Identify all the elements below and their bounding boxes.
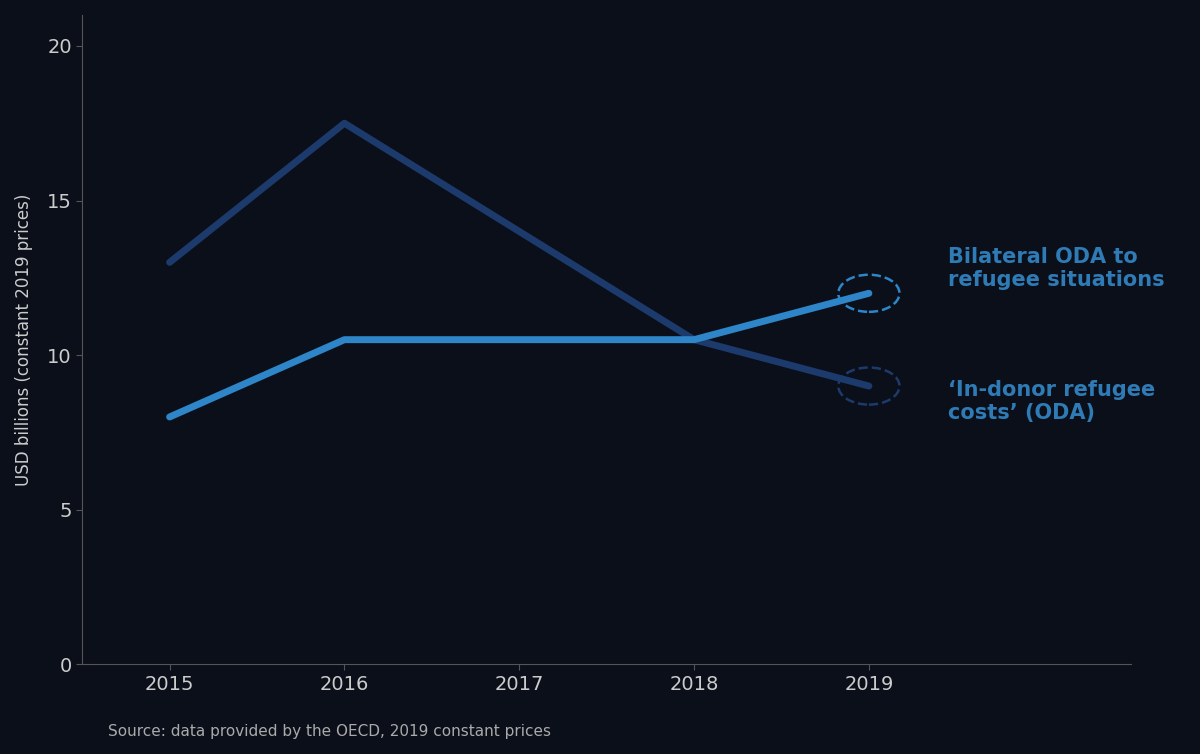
Y-axis label: USD billions (constant 2019 prices): USD billions (constant 2019 prices) xyxy=(14,194,34,486)
Text: Bilateral ODA to
refugee situations: Bilateral ODA to refugee situations xyxy=(948,247,1164,290)
Text: Source: data provided by the OECD, 2019 constant prices: Source: data provided by the OECD, 2019 … xyxy=(108,724,551,739)
Text: ‘In-donor refugee
costs’ (ODA): ‘In-donor refugee costs’ (ODA) xyxy=(948,380,1154,423)
